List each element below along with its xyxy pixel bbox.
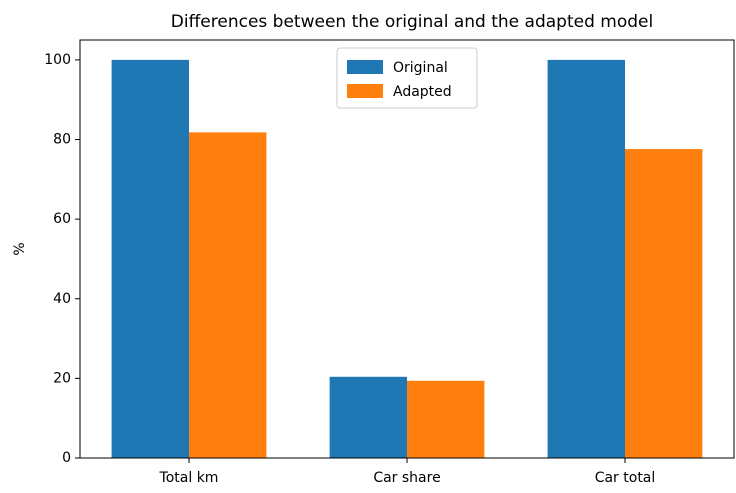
y-tick-label: 20 (53, 370, 71, 386)
legend-label: Adapted (393, 84, 452, 100)
y-tick-label: 40 (53, 291, 71, 307)
bar (407, 380, 485, 458)
bar (625, 149, 703, 458)
x-tick-label: Car share (373, 470, 440, 486)
y-tick-label: 60 (53, 211, 71, 227)
bar (329, 376, 407, 458)
bar (547, 59, 625, 459)
y-tick-label: 100 (44, 52, 71, 68)
chart-title: Differences between the original and the… (171, 12, 653, 32)
y-axis-label: % (12, 242, 28, 255)
axes-frame (79, 39, 735, 459)
legend-label: Original (393, 60, 448, 76)
y-tick-label: 80 (53, 132, 71, 148)
x-tick-label: Car total (595, 470, 656, 486)
bar (111, 59, 189, 459)
bar (189, 132, 267, 458)
legend-swatch (347, 60, 383, 74)
legend-swatch (347, 84, 383, 98)
x-tick-label: Total km (159, 470, 219, 486)
y-tick-label: 0 (62, 450, 71, 466)
